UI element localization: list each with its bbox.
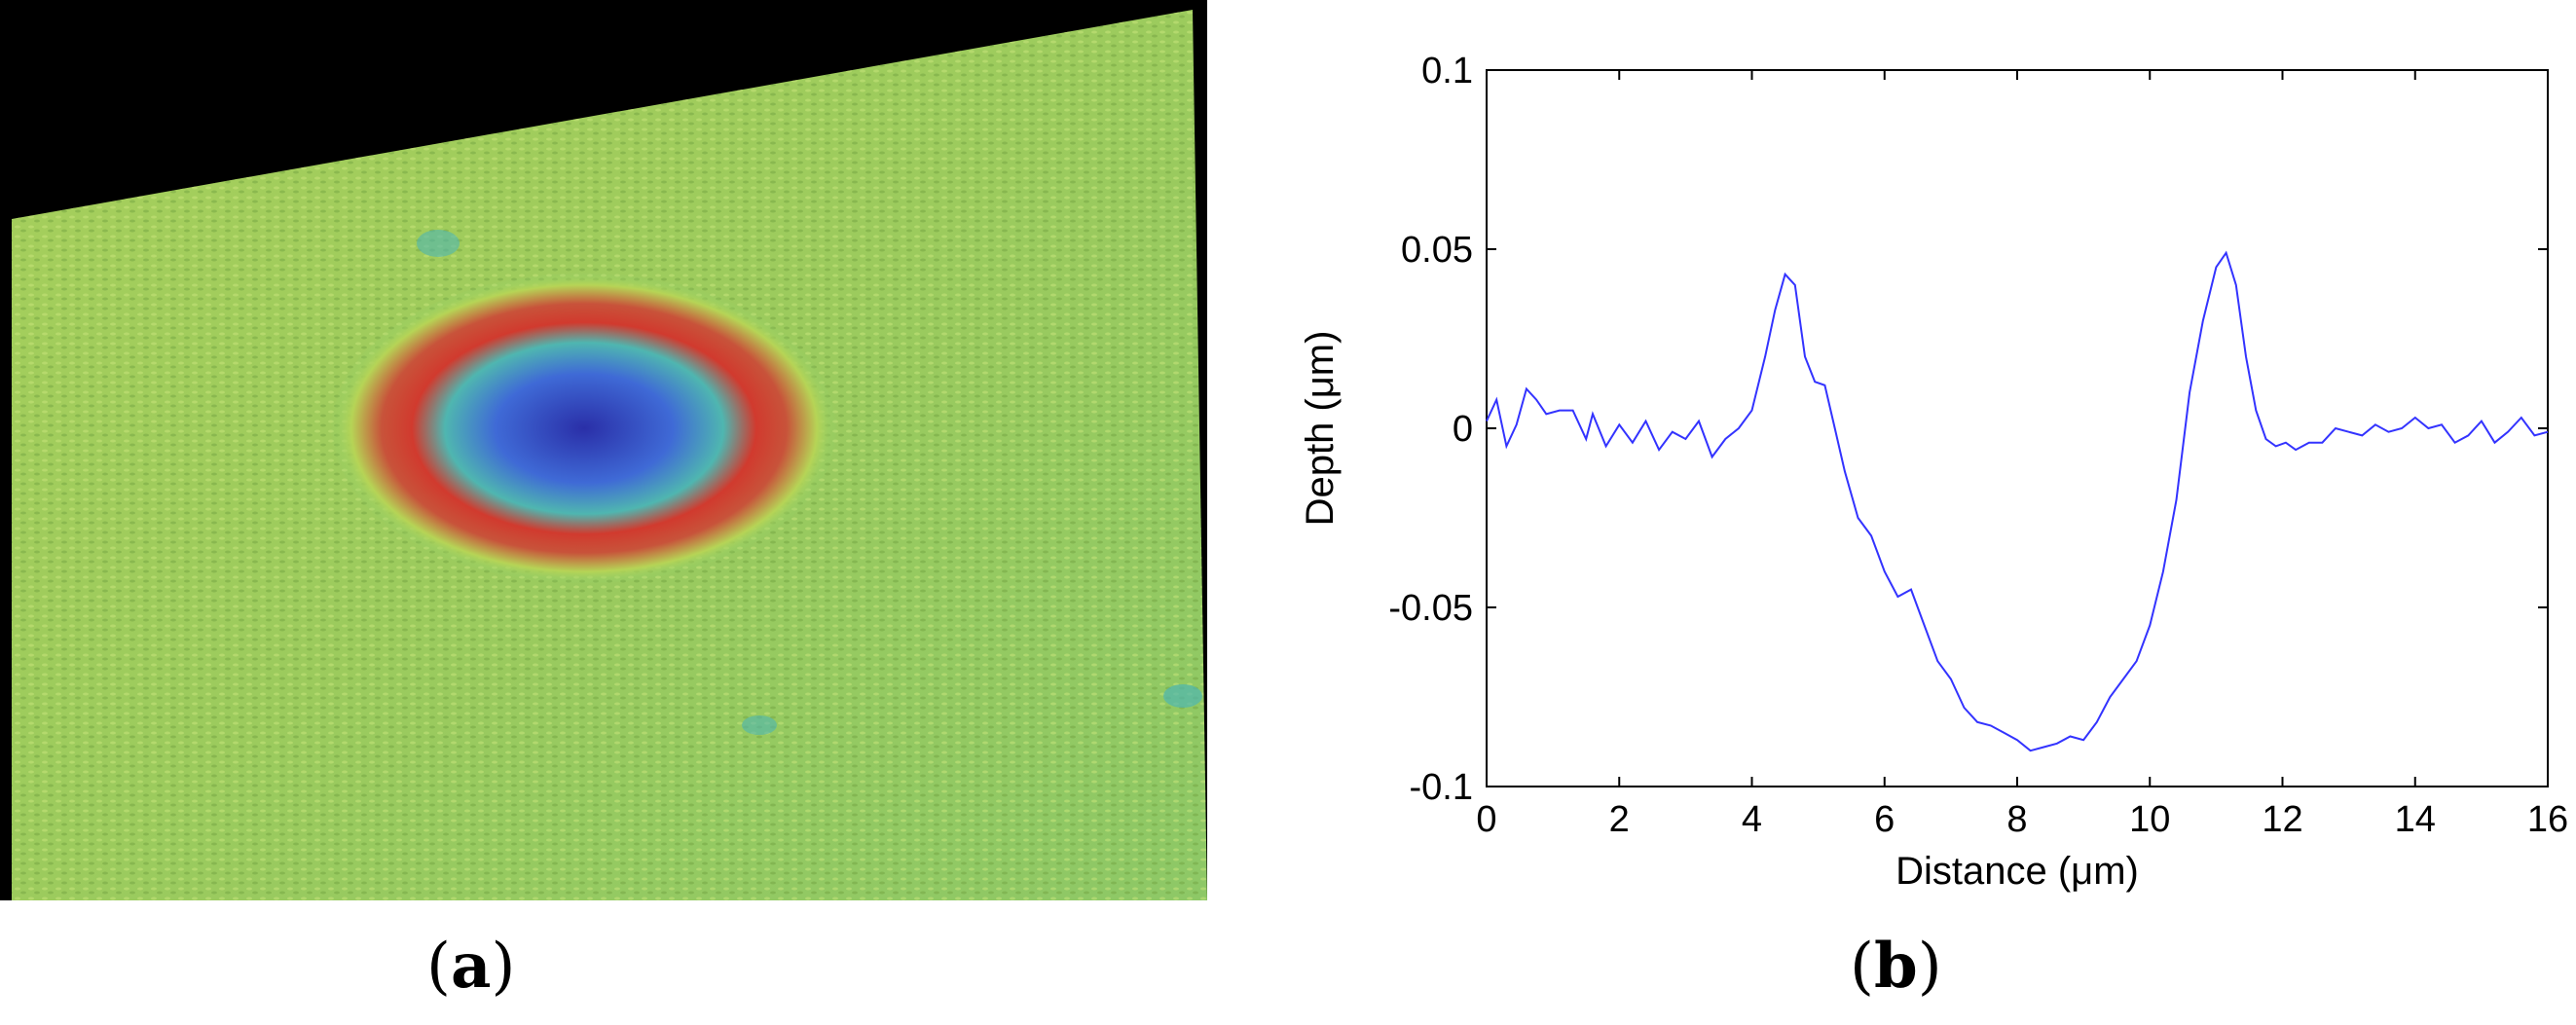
surface-defect: [742, 715, 777, 735]
plot-area: [1486, 69, 2549, 787]
y-tick-label: 0.1: [1421, 51, 1473, 92]
panel-label-a: (a): [426, 930, 515, 1003]
surface-render-panel: [0, 0, 1207, 900]
chart-canvas: 0 2 4 6 8 10 12 14 16 0.1 0.05 0 -0.05 -0.1 Distance …: [1299, 51, 2568, 893]
x-tick-label: 4: [1742, 799, 1762, 840]
label-letter: a: [450, 930, 492, 1003]
x-tick-label: 8: [2006, 799, 2027, 840]
x-tick-label: 0: [1476, 799, 1496, 840]
series-line: [1486, 250, 2549, 752]
label-close-paren: ): [491, 931, 516, 1003]
y-tick-label: -0.05: [1388, 588, 1473, 629]
label-open-paren: (: [1850, 931, 1874, 1003]
x-tick-label: 16: [2527, 799, 2568, 840]
crater: [331, 273, 837, 584]
y-axis-label: Depth (μm): [1299, 331, 1342, 527]
x-tick-label: 2: [1609, 799, 1630, 840]
x-axis-label: Distance (μm): [1895, 850, 2139, 893]
x-tick-label: 10: [2129, 799, 2170, 840]
depth-profile-chart: 0 2 4 6 8 10 12 14 16 0.1 0.05 0 -0.05 -0.1 Distance …: [1266, 0, 2576, 915]
surface-defect: [1163, 684, 1202, 708]
y-tick-label: -0.1: [1410, 767, 1473, 808]
label-letter: b: [1873, 930, 1918, 1003]
x-tick-label: 14: [2395, 799, 2436, 840]
surface-defect: [417, 230, 460, 257]
surface-render-image: [0, 0, 1207, 900]
x-tick-label: 6: [1874, 799, 1895, 840]
x-tick-label: 12: [2262, 799, 2302, 840]
panel-label-b: (b): [1850, 930, 1942, 1003]
y-tick-label: 0: [1453, 409, 1473, 450]
label-close-paren: ): [1917, 931, 1942, 1003]
label-open-paren: (: [426, 931, 451, 1003]
y-tick-label: 0.05: [1401, 230, 1473, 271]
